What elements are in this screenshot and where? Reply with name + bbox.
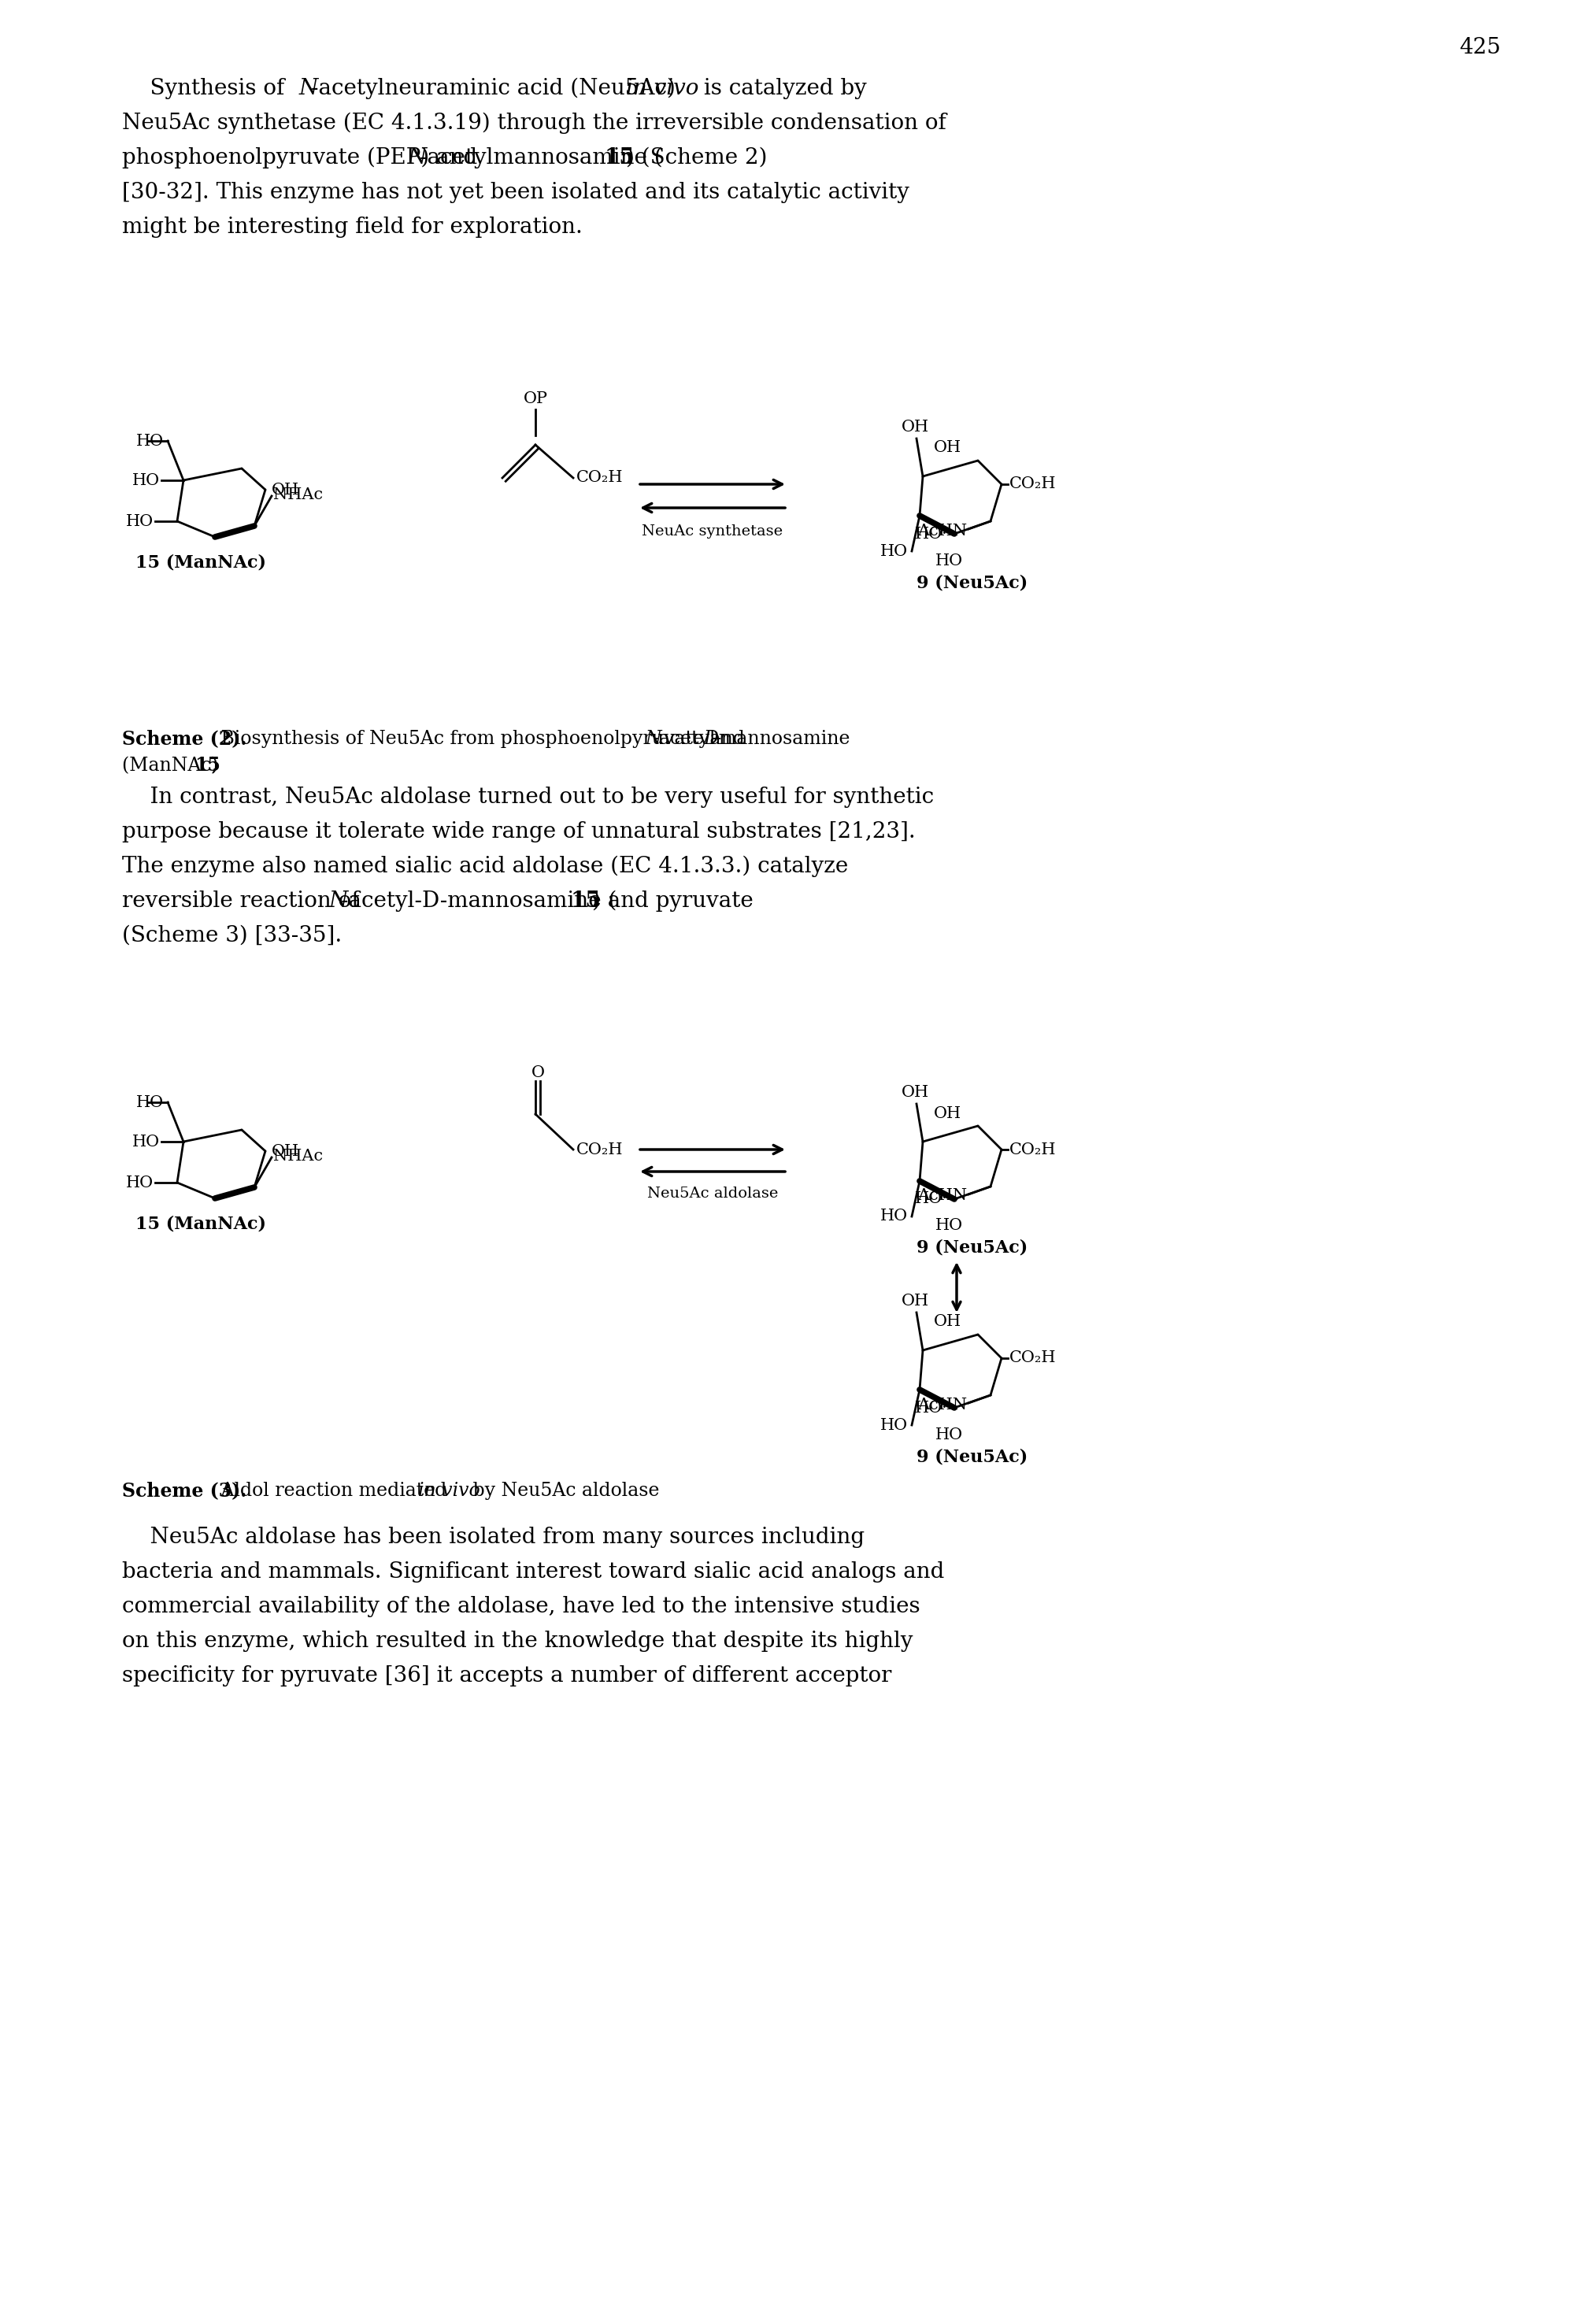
Text: by Neu5Ac aldolase: by Neu5Ac aldolase — [468, 1481, 659, 1499]
Text: HO: HO — [126, 1175, 153, 1191]
Text: In contrast, Neu5Ac aldolase turned out to be very useful for synthetic: In contrast, Neu5Ac aldolase turned out … — [121, 788, 934, 808]
Text: NHAc: NHAc — [273, 1149, 322, 1163]
Text: AcHN: AcHN — [918, 1188, 967, 1204]
Text: Aldol reaction mediated: Aldol reaction mediated — [215, 1481, 453, 1499]
Text: N: N — [329, 891, 348, 912]
Text: NHAc: NHAc — [273, 486, 322, 502]
Text: CO₂H: CO₂H — [1009, 1142, 1057, 1156]
Text: OH: OH — [271, 481, 300, 497]
Text: 15: 15 — [571, 891, 602, 912]
Text: (ManNAc,: (ManNAc, — [121, 758, 223, 774]
Text: CO₂H: CO₂H — [576, 1142, 622, 1156]
Text: Scheme (2).: Scheme (2). — [121, 730, 247, 748]
Text: on this enzyme, which resulted in the knowledge that despite its highly: on this enzyme, which resulted in the kn… — [121, 1631, 913, 1651]
Text: Neu5Ac synthetase (EC 4.1.3.19) through the irreversible condensation of: Neu5Ac synthetase (EC 4.1.3.19) through … — [121, 113, 946, 134]
Text: OP: OP — [523, 392, 547, 408]
Text: HO: HO — [879, 544, 908, 560]
Text: OH: OH — [902, 1085, 929, 1101]
Text: OH: OH — [934, 1105, 961, 1122]
Text: HO: HO — [126, 514, 153, 530]
Text: -acetylneuraminic acid (Neu5Ac): -acetylneuraminic acid (Neu5Ac) — [311, 78, 683, 99]
Text: -acetyl-: -acetyl- — [653, 730, 721, 748]
Text: HO: HO — [879, 1419, 908, 1432]
Text: 9 (Neu5Ac): 9 (Neu5Ac) — [916, 1239, 1028, 1257]
Text: N: N — [409, 147, 428, 168]
Text: HO: HO — [935, 1218, 962, 1234]
Text: OH: OH — [902, 419, 929, 435]
Text: HO: HO — [879, 1209, 908, 1223]
Text: HO·: HO· — [915, 1191, 948, 1207]
Text: HO·: HO· — [915, 1400, 948, 1416]
Text: HO: HO — [132, 1133, 160, 1149]
Text: ) and pyruvate: ) and pyruvate — [592, 891, 753, 912]
Text: 15: 15 — [605, 147, 635, 168]
Text: 15 (ManNAc): 15 (ManNAc) — [136, 555, 267, 571]
Text: Neu5Ac aldolase: Neu5Ac aldolase — [646, 1186, 779, 1200]
Text: reversible reaction of: reversible reaction of — [121, 891, 367, 912]
Text: 9 (Neu5Ac): 9 (Neu5Ac) — [916, 573, 1028, 592]
Text: purpose because it tolerate wide range of unnatural substrates [21,23].: purpose because it tolerate wide range o… — [121, 822, 916, 843]
Text: [30-32]. This enzyme has not yet been isolated and its catalytic activity: [30-32]. This enzyme has not yet been is… — [121, 182, 910, 203]
Text: OH: OH — [934, 440, 961, 456]
Text: HO: HO — [136, 1094, 164, 1110]
Text: D: D — [704, 730, 718, 748]
Text: The enzyme also named sialic acid aldolase (EC 4.1.3.3.) catalyze: The enzyme also named sialic acid aldola… — [121, 857, 847, 877]
Text: HO·: HO· — [915, 527, 948, 541]
Text: AcHN: AcHN — [918, 523, 967, 539]
Text: is catalyzed by: is catalyzed by — [697, 78, 867, 99]
Text: in vivo: in vivo — [418, 1481, 480, 1499]
Text: OH: OH — [902, 1294, 929, 1308]
Text: 15: 15 — [195, 755, 220, 774]
Text: bacteria and mammals. Significant interest toward sialic acid analogs and: bacteria and mammals. Significant intere… — [121, 1561, 945, 1582]
Text: Biosynthesis of Neu5Ac from phosphoenolpyruvate and: Biosynthesis of Neu5Ac from phosphoenolp… — [215, 730, 750, 748]
Text: HO: HO — [935, 1428, 962, 1442]
Text: Scheme (3).: Scheme (3). — [121, 1481, 247, 1499]
Text: OH: OH — [934, 1315, 961, 1329]
Text: ) (Scheme 2): ) (Scheme 2) — [626, 147, 768, 168]
Text: CO₂H: CO₂H — [1009, 477, 1057, 493]
Text: specificity for pyruvate [36] it accepts a number of different acceptor: specificity for pyruvate [36] it accepts… — [121, 1665, 892, 1686]
Text: Neu5Ac aldolase has been isolated from many sources including: Neu5Ac aldolase has been isolated from m… — [121, 1527, 865, 1548]
Text: NeuAc synthetase: NeuAc synthetase — [642, 525, 784, 539]
Text: HO: HO — [132, 472, 160, 488]
Text: CO₂H: CO₂H — [576, 470, 622, 486]
Text: HO: HO — [136, 433, 164, 449]
Text: AcHN: AcHN — [918, 1398, 967, 1412]
Text: -acetylmannosamine (: -acetylmannosamine ( — [420, 147, 662, 168]
Text: N: N — [645, 730, 661, 748]
Text: commercial availability of the aldolase, have led to the intensive studies: commercial availability of the aldolase,… — [121, 1596, 921, 1617]
Text: (Scheme 3) [33-35].: (Scheme 3) [33-35]. — [121, 926, 342, 947]
Text: 9 (Neu5Ac): 9 (Neu5Ac) — [916, 1449, 1028, 1465]
Text: N: N — [298, 78, 318, 99]
Text: CO₂H: CO₂H — [1009, 1350, 1057, 1366]
Text: in vivo: in vivo — [626, 78, 699, 99]
Text: Synthesis of: Synthesis of — [121, 78, 292, 99]
Text: 15 (ManNAc): 15 (ManNAc) — [136, 1216, 267, 1232]
Text: -mannosamine: -mannosamine — [712, 730, 851, 748]
Text: HO: HO — [935, 553, 962, 569]
Text: 425: 425 — [1459, 37, 1502, 58]
Text: O: O — [531, 1066, 544, 1080]
Text: OH: OH — [271, 1145, 300, 1158]
Text: might be interesting field for exploration.: might be interesting field for explorati… — [121, 216, 583, 237]
Text: ): ) — [211, 758, 217, 774]
Text: phosphoenolpyruvate (PEP) and: phosphoenolpyruvate (PEP) and — [121, 147, 484, 168]
Text: -acetyl-D-mannosamine (: -acetyl-D-mannosamine ( — [342, 891, 616, 912]
